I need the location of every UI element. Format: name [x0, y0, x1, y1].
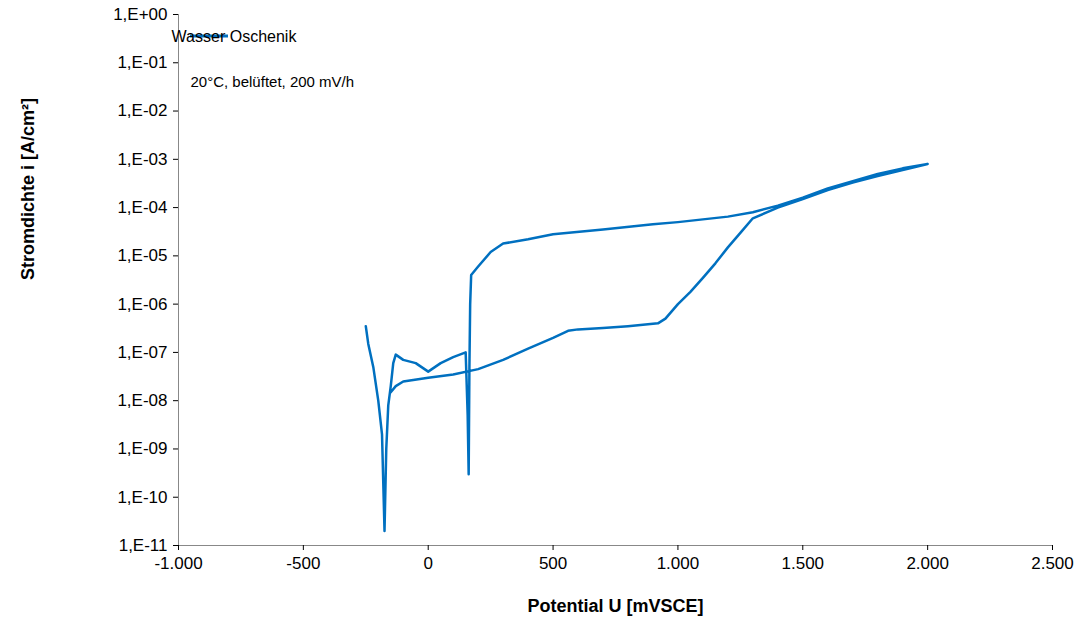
svg-text:1,E-02: 1,E-02 — [117, 101, 167, 120]
svg-text:1,E-07: 1,E-07 — [117, 343, 167, 362]
svg-text:1,E-09: 1,E-09 — [117, 439, 167, 458]
svg-text:1,E-10: 1,E-10 — [117, 488, 167, 507]
svg-text:0: 0 — [423, 554, 432, 573]
svg-text:1,E-08: 1,E-08 — [117, 391, 167, 410]
svg-text:1,E-05: 1,E-05 — [117, 246, 167, 265]
svg-text:1.500: 1.500 — [782, 554, 825, 573]
svg-text:1,E-03: 1,E-03 — [117, 150, 167, 169]
svg-text:500: 500 — [539, 554, 567, 573]
svg-text:1,E-04: 1,E-04 — [117, 198, 167, 217]
svg-text:-500: -500 — [286, 554, 320, 573]
svg-text:2.000: 2.000 — [906, 554, 949, 573]
svg-text:1,E-06: 1,E-06 — [117, 295, 167, 314]
svg-text:1.000: 1.000 — [657, 554, 700, 573]
svg-text:1,E-11: 1,E-11 — [119, 536, 168, 555]
svg-text:1,E+00: 1,E+00 — [113, 5, 167, 24]
svg-text:-1.000: -1.000 — [154, 554, 202, 573]
svg-text:Wasser Oschenik: Wasser Oschenik — [172, 28, 298, 45]
svg-text:2.500: 2.500 — [1031, 554, 1074, 573]
svg-text:1,E-01: 1,E-01 — [117, 53, 167, 72]
svg-text:Potential U [mVSCE]: Potential U [mVSCE] — [527, 596, 703, 616]
svg-text:Stromdichte i [A/cm²]: Stromdichte i [A/cm²] — [18, 98, 38, 280]
svg-text:20°C, belüftet, 200 mV/h: 20°C, belüftet, 200 mV/h — [191, 73, 355, 90]
